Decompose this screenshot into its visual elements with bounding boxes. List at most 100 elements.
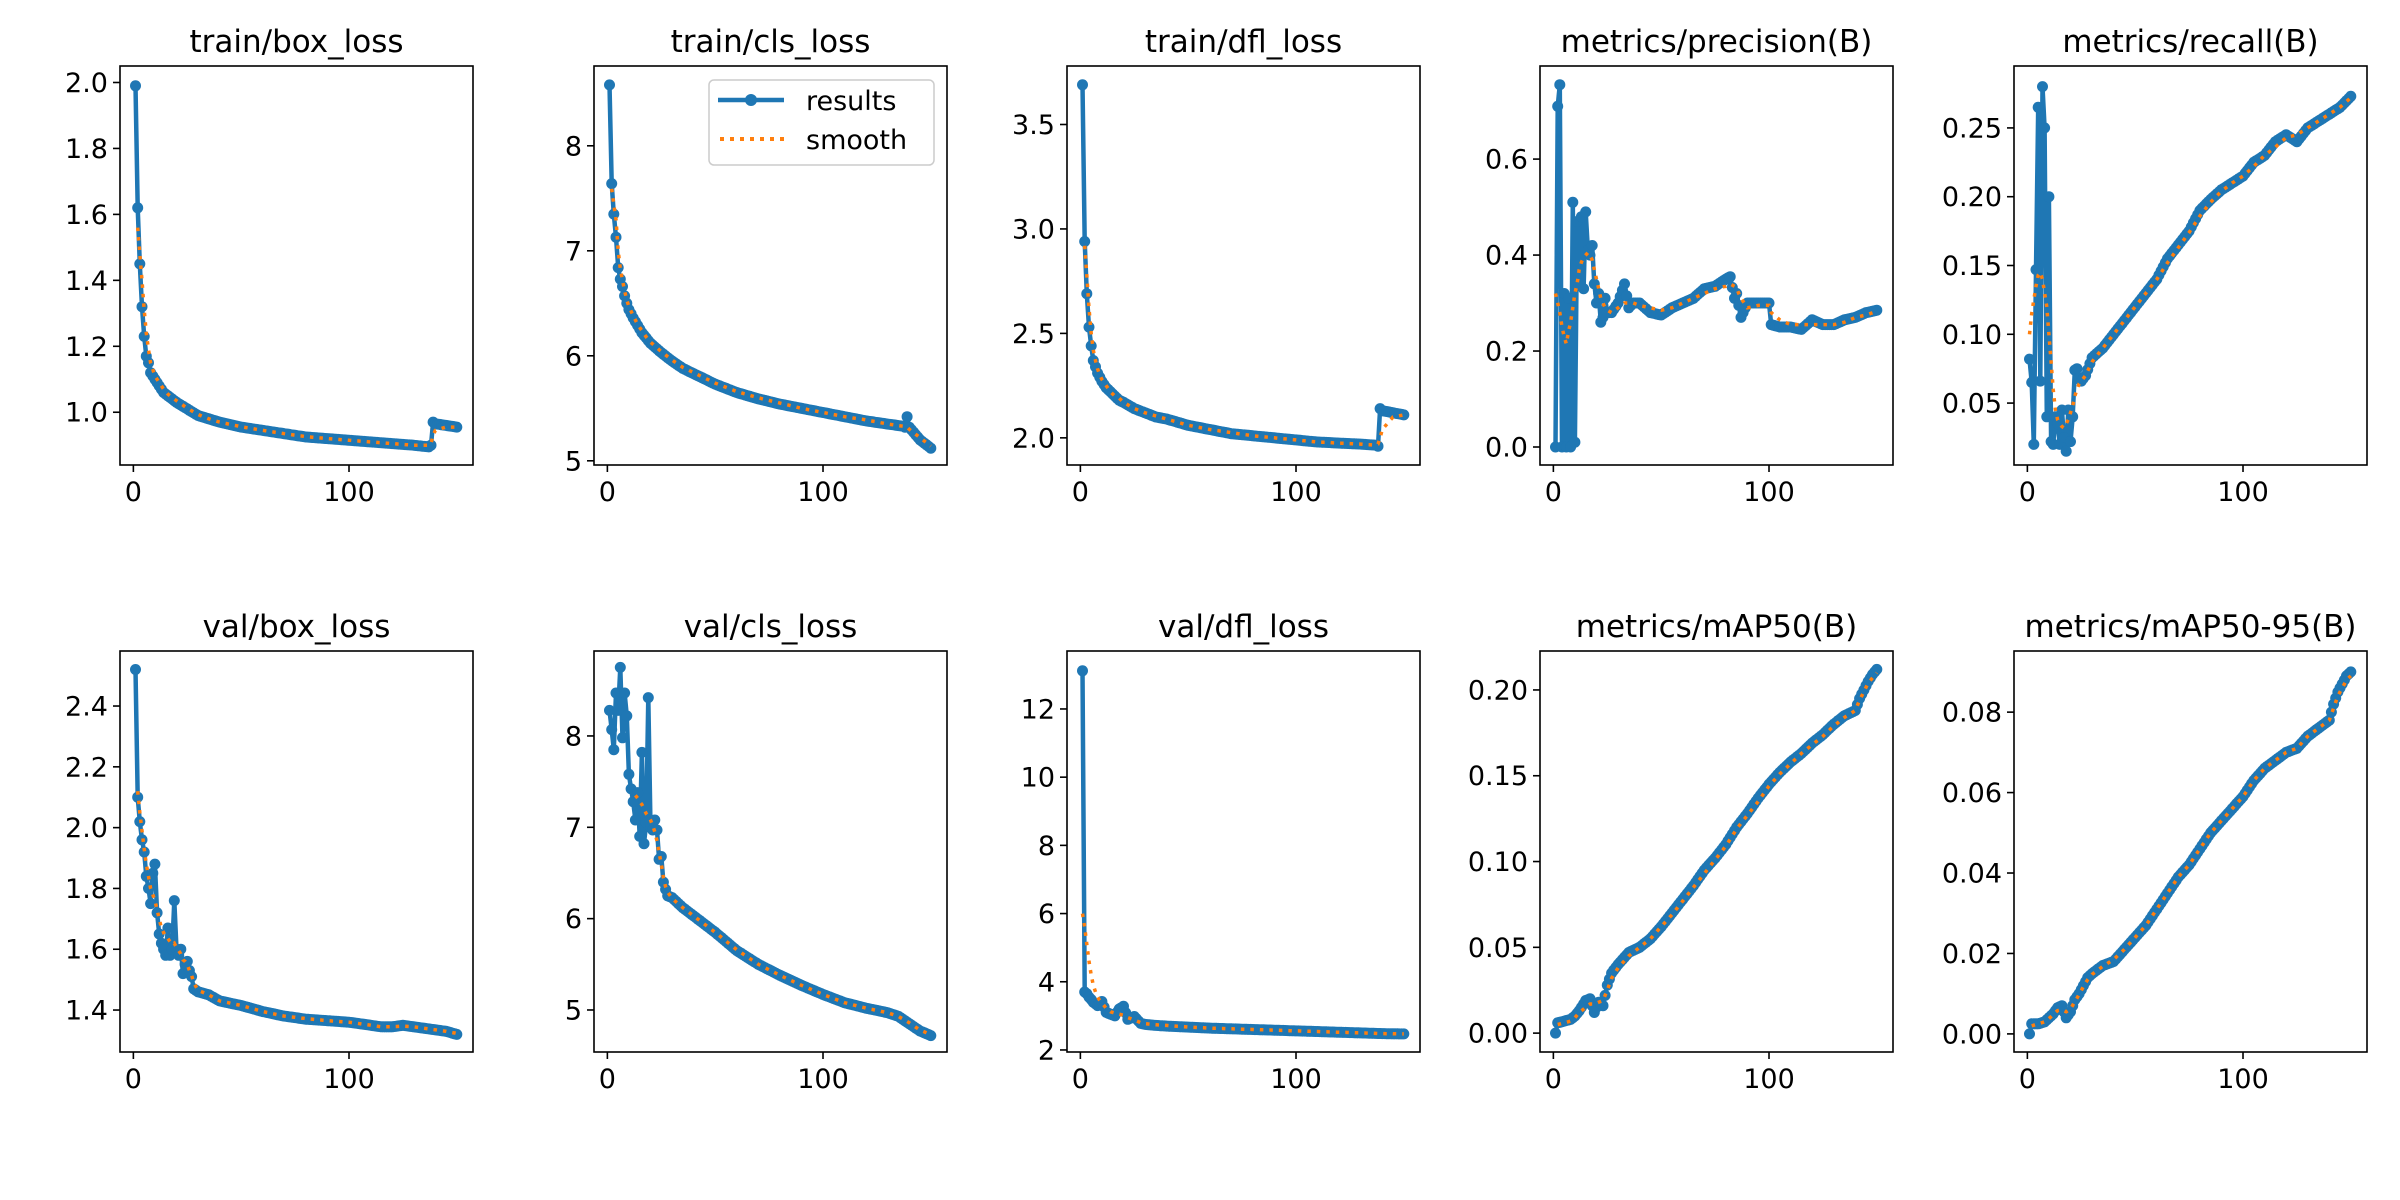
plot-area	[2024, 666, 2357, 1040]
smooth-line	[634, 794, 932, 1037]
y-tick-label: 8	[1038, 831, 1055, 862]
plot-area	[1550, 663, 1883, 1039]
results-line	[1080, 670, 1404, 1037]
subplot-train-dfl-loss: train/dfl_loss 0 100 2.0 2.5 3.0 3.5	[1012, 24, 1421, 508]
y-tick-label: 2.4	[65, 692, 108, 723]
results-point	[901, 411, 913, 423]
results-point	[2060, 445, 2072, 457]
results-point	[2043, 191, 2055, 203]
axes-frame	[2013, 650, 2368, 1053]
results-point	[130, 80, 141, 92]
plot-area	[2024, 81, 2357, 457]
subplot-title: val/box_loss	[203, 609, 391, 645]
results-point	[629, 814, 641, 826]
results-point	[2071, 363, 2083, 375]
smooth-line	[1080, 913, 1404, 1036]
subplot-title: val/cls_loss	[684, 609, 858, 645]
y-tick-label: 0.00	[1468, 1019, 1528, 1050]
plot-area	[1550, 79, 1883, 453]
smooth-line	[135, 227, 457, 447]
x-tick-label: 100	[1743, 1064, 1795, 1095]
results-point	[1599, 292, 1611, 304]
results-line	[2027, 670, 2353, 1035]
smooth-line	[2027, 96, 2353, 431]
x-tick-label: 100	[2217, 1064, 2269, 1095]
results-point	[1372, 440, 1384, 452]
results-point	[1591, 297, 1602, 309]
smooth-line	[2031, 674, 2353, 1028]
y-tick-label: 2.2	[65, 752, 108, 783]
results-point	[2041, 411, 2053, 423]
x-tick-label: 100	[323, 1064, 375, 1095]
subplot-metrics-precision-b-: metrics/precision(B) 0 100 0.0 0.2 0.4 0.6	[1485, 24, 1894, 508]
results-point	[608, 208, 620, 220]
y-tick-label: 5	[565, 995, 582, 1026]
results-point	[451, 421, 463, 433]
results-point	[136, 301, 148, 313]
results-point	[130, 664, 141, 675]
results-point	[604, 704, 615, 716]
axes-frame	[119, 65, 474, 466]
results-point	[1619, 278, 1630, 290]
results-line	[1553, 82, 1878, 450]
y-tick-label: 0.04	[1942, 859, 2002, 890]
results-point	[1077, 665, 1088, 677]
plot-area	[1077, 79, 1410, 452]
results-point	[1871, 304, 1883, 316]
results-point	[621, 710, 633, 722]
y-tick-label: 0.4	[1485, 241, 1528, 272]
y-tick-label: 3.0	[1012, 214, 1055, 245]
y-tick-label: 0.25	[1942, 113, 2002, 144]
y-tick-label: 1.6	[65, 200, 108, 231]
results-point	[151, 907, 163, 919]
results-point	[638, 838, 650, 850]
results-point	[138, 846, 150, 858]
subplot-title: train/cls_loss	[671, 24, 871, 60]
y-tick-label: 2.0	[1012, 423, 1055, 454]
subplot-title: train/dfl_loss	[1145, 24, 1342, 60]
x-tick-label: 0	[2019, 1064, 2036, 1095]
results-point	[162, 922, 174, 934]
results-point	[1578, 283, 1590, 295]
results-point	[1398, 409, 1410, 421]
y-tick-label: 7	[565, 813, 582, 844]
x-tick-label: 100	[323, 477, 375, 508]
axes-frame	[1066, 65, 1421, 466]
results-point	[614, 661, 626, 673]
y-tick-label: 12	[1021, 694, 1055, 725]
subplot-title: metrics/mAP50-95(B)	[2024, 609, 2356, 645]
smooth-line	[135, 791, 458, 1036]
results-point	[2028, 438, 2040, 450]
results-point	[143, 882, 154, 894]
x-tick-label: 100	[1270, 1064, 1322, 1095]
y-tick-label: 0.02	[1942, 939, 2002, 970]
y-tick-label: 0.6	[1485, 145, 1528, 176]
x-tick-label: 0	[125, 477, 142, 508]
x-tick-label: 100	[1743, 477, 1795, 508]
y-tick-label: 0.06	[1942, 778, 2002, 809]
y-tick-label: 0.05	[1468, 933, 1528, 964]
x-tick-label: 0	[2019, 477, 2036, 508]
results-point	[2030, 264, 2042, 276]
subplot-metrics-map50-b-: metrics/mAP50(B) 0 100 0.00 0.05 0.10 0.15 0.20	[1468, 609, 1894, 1095]
subplot-title: metrics/precision(B)	[1561, 24, 1873, 60]
smooth-line	[609, 188, 932, 448]
y-tick-label: 1.4	[65, 266, 108, 297]
x-tick-label: 0	[1545, 1064, 1562, 1095]
results-point	[2034, 375, 2046, 387]
y-tick-label: 2.0	[65, 68, 108, 99]
plot-area	[604, 79, 937, 454]
results-point	[606, 178, 618, 190]
subplot-train-cls-loss: train/cls_loss 0 100 5 6 7 8 results smooth	[565, 24, 948, 508]
y-tick-label: 0.20	[1942, 182, 2002, 213]
results-point	[1724, 271, 1736, 283]
results-point	[612, 704, 624, 716]
results-point	[1077, 79, 1088, 91]
y-tick-label: 6	[565, 341, 582, 372]
results-point	[612, 262, 624, 274]
plot-area	[130, 80, 463, 453]
results-point	[610, 687, 622, 699]
x-tick-label: 0	[599, 1064, 616, 1095]
x-tick-label: 0	[1545, 477, 1562, 508]
results-line	[1080, 84, 1405, 449]
